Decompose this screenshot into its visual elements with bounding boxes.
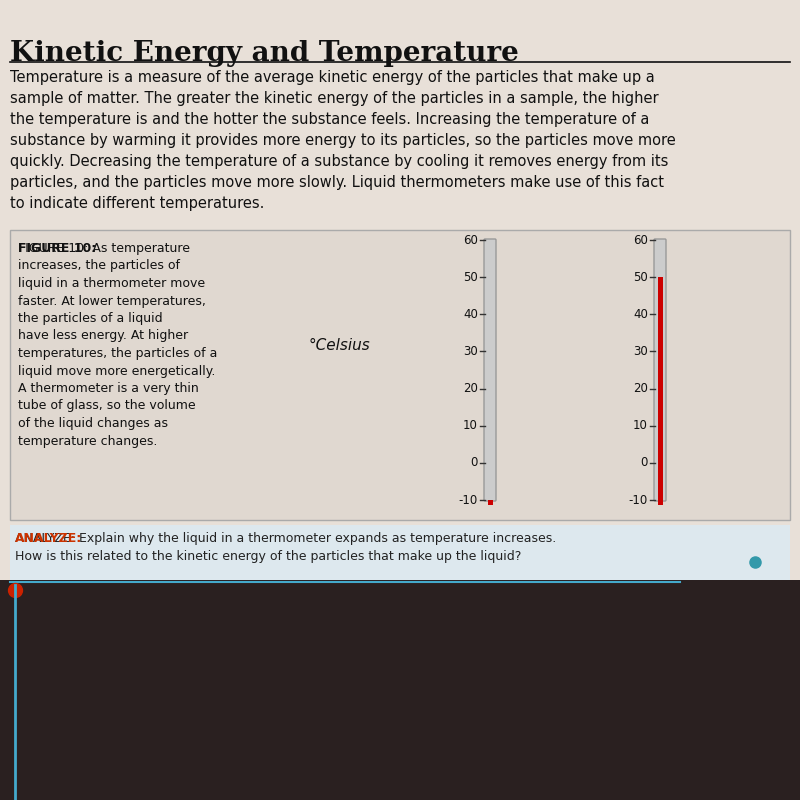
FancyBboxPatch shape (10, 230, 790, 520)
Text: FIGURE 10: As temperature
increases, the particles of
liquid in a thermometer mo: FIGURE 10: As temperature increases, the… (18, 242, 218, 447)
Bar (0, 580, 800, 800)
Text: 30: 30 (634, 345, 648, 358)
Bar (658, 277, 662, 505)
FancyBboxPatch shape (484, 239, 496, 501)
Text: ANALYZE:: ANALYZE: (15, 532, 82, 545)
Text: 0: 0 (641, 456, 648, 470)
Text: 60: 60 (463, 234, 478, 246)
Bar (487, 500, 493, 505)
FancyBboxPatch shape (654, 239, 666, 501)
Text: 40: 40 (633, 308, 648, 321)
Text: Kinetic Energy and Temperature: Kinetic Energy and Temperature (10, 40, 519, 67)
Text: °Celsius: °Celsius (308, 338, 370, 353)
Text: 50: 50 (634, 270, 648, 284)
Text: 50: 50 (463, 270, 478, 284)
Text: 10: 10 (633, 419, 648, 432)
Text: -10: -10 (629, 494, 648, 506)
Text: Temperature is a measure of the average kinetic energy of the particles that mak: Temperature is a measure of the average … (10, 70, 676, 211)
Text: 60: 60 (633, 234, 648, 246)
Text: 0: 0 (470, 456, 478, 470)
Text: 30: 30 (463, 345, 478, 358)
FancyBboxPatch shape (10, 525, 790, 580)
Text: 20: 20 (463, 382, 478, 395)
Text: 40: 40 (463, 308, 478, 321)
Text: ANALYZE: Explain why the liquid in a thermometer expands as temperature increase: ANALYZE: Explain why the liquid in a the… (15, 532, 556, 563)
Text: 20: 20 (633, 382, 648, 395)
Text: FIGURE 10:: FIGURE 10: (18, 242, 96, 255)
Text: -10: -10 (458, 494, 478, 506)
Text: 10: 10 (463, 419, 478, 432)
